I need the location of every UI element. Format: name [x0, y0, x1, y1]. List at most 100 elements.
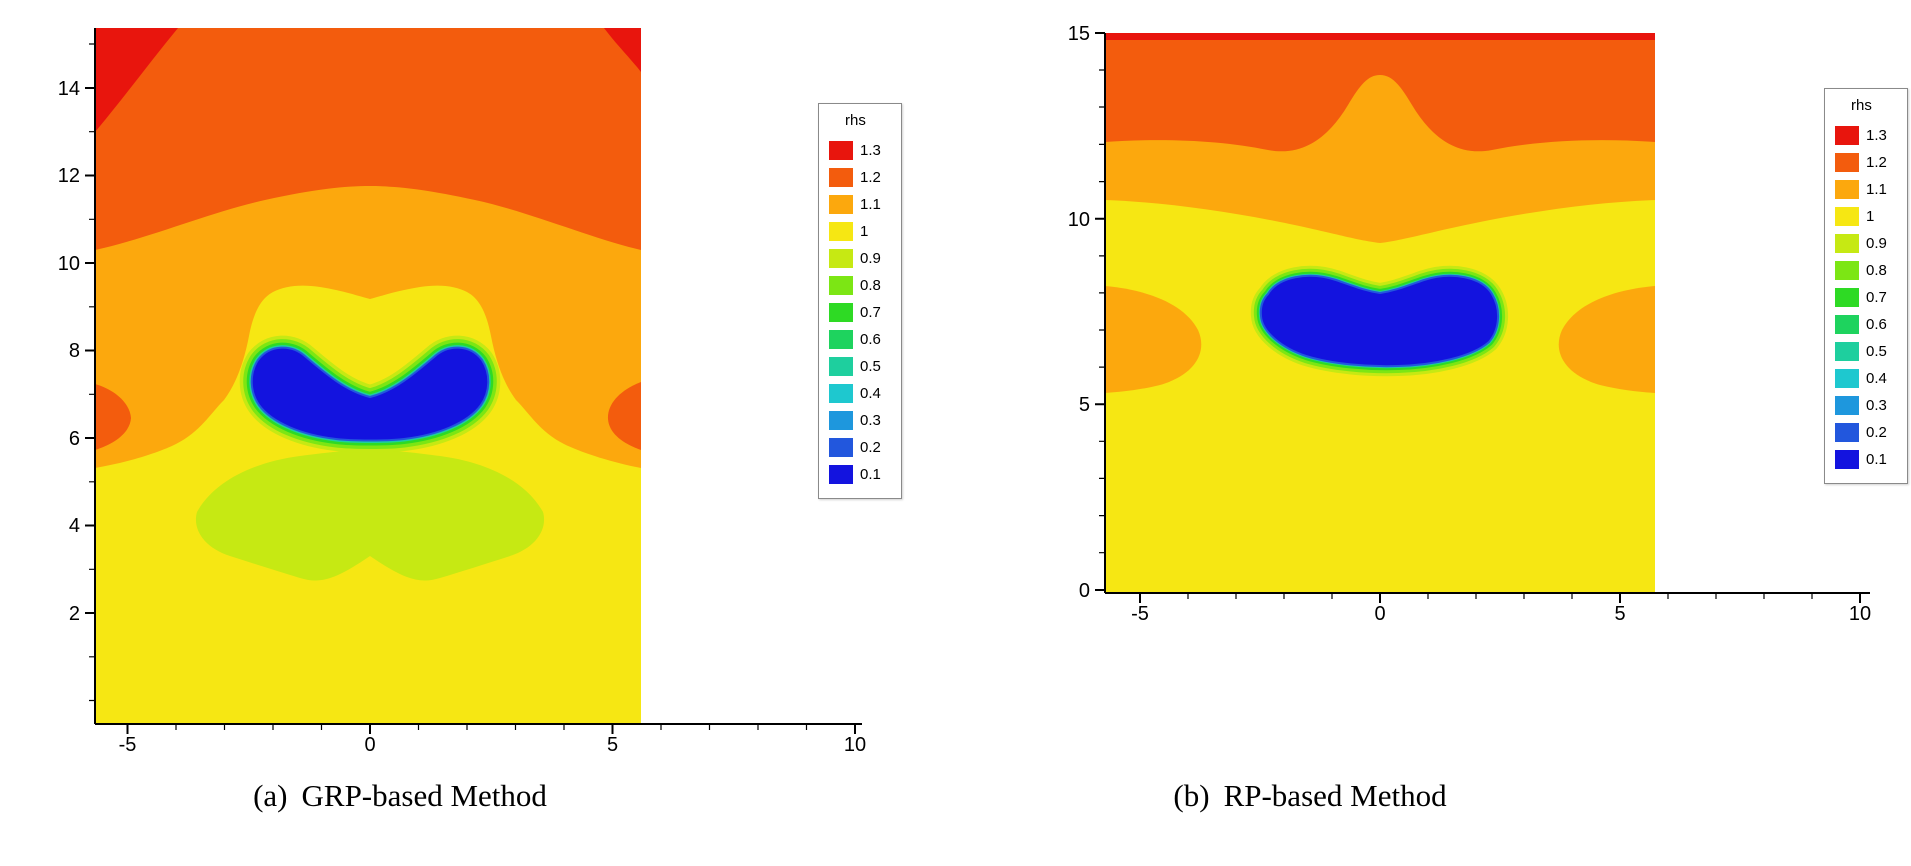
- y-tick-label: 12: [58, 165, 80, 187]
- legend-color-swatch: [1835, 126, 1859, 145]
- legend-entry-label: 0.7: [1866, 289, 1887, 306]
- legend-entries: 1.3 1.2 1.1 1 0.: [829, 137, 901, 488]
- legend-color-swatch: [829, 438, 853, 457]
- axes-a: [85, 28, 862, 734]
- legend-color-swatch: [1835, 288, 1859, 307]
- legend-entry-label: 1: [1866, 208, 1875, 225]
- legend-color-swatch: [1835, 261, 1859, 280]
- legend-title: rhs: [1851, 97, 1872, 114]
- legend-entries: 1.3 1.2 1.1 1 0.: [1835, 122, 1907, 473]
- contour-lobe-right-b: [1558, 286, 1655, 393]
- legend-entry-label: 1.1: [860, 196, 881, 213]
- y-tick-label: 0: [1079, 580, 1090, 602]
- contour-plot-grp: 14 12 10 8 6 4 2 -5 0 5 10: [58, 28, 867, 756]
- contour-red-strip-top-b: [1105, 33, 1655, 40]
- y-tick-label: 2: [69, 603, 80, 625]
- legend-entry-label: 0.6: [860, 331, 881, 348]
- legend-entry-label: 0.9: [860, 250, 881, 267]
- legend-entry: 0.4: [829, 380, 901, 407]
- contour-lobe-left-b: [1105, 286, 1202, 393]
- contour-wall-patch-left-a: [95, 384, 131, 450]
- legend-entry: 0.8: [829, 272, 901, 299]
- contour-blob-blue-b: [1259, 274, 1499, 368]
- legend-color-swatch: [829, 249, 853, 268]
- legend-entry-label: 1.3: [860, 142, 881, 159]
- legend-entry: 1.3: [1835, 122, 1907, 149]
- legend-color-swatch: [1835, 423, 1859, 442]
- legend-entry-label: 1.1: [1866, 181, 1887, 198]
- legend-entry: 0.3: [1835, 392, 1907, 419]
- legend-entry-label: 0.2: [860, 439, 881, 456]
- x-tick-label: 0: [364, 734, 375, 756]
- legend-entry-label: 0.7: [860, 304, 881, 321]
- y-tick-labels-a: 14 12 10 8 6 4 2: [58, 78, 80, 625]
- y-tick-label: 14: [58, 78, 80, 100]
- y-tick-label: 6: [69, 428, 80, 450]
- x-tick-label: 10: [1849, 603, 1871, 625]
- colorbar-legend-a: rhs 1.3 1.2 1.1: [818, 103, 902, 499]
- legend-color-swatch: [829, 357, 853, 376]
- y-major-ticks-b: [1095, 32, 1105, 591]
- legend-entry: 0.6: [829, 326, 901, 353]
- legend-color-swatch: [829, 411, 853, 430]
- legend-entry: 0.5: [829, 353, 901, 380]
- legend-entry-label: 0.6: [1866, 316, 1887, 333]
- y-tick-label: 10: [58, 253, 80, 275]
- legend-entry: 1.2: [1835, 149, 1907, 176]
- legend-color-swatch: [1835, 450, 1859, 469]
- legend-entry-label: 0.4: [860, 385, 881, 402]
- legend-entry-label: 0.3: [1866, 397, 1887, 414]
- legend-entry-label: 0.3: [860, 412, 881, 429]
- legend-entry: 0.4: [1835, 365, 1907, 392]
- x-minor-ticks-b: [1187, 593, 1813, 599]
- legend-entry: 0.5: [1835, 338, 1907, 365]
- legend-entry: 1.2: [829, 164, 901, 191]
- legend-entry: 0.1: [1835, 446, 1907, 473]
- legend-color-swatch: [1835, 234, 1859, 253]
- legend-entry-label: 0.5: [1866, 343, 1887, 360]
- legend-entry-label: 0.1: [860, 466, 881, 483]
- legend-entry: 1: [829, 218, 901, 245]
- contour-band-orange-red-b: [1105, 33, 1655, 152]
- legend-entry: 0.2: [1835, 419, 1907, 446]
- legend-color-swatch: [1835, 315, 1859, 334]
- legend-color-swatch: [1835, 180, 1859, 199]
- caption-a: (a) GRP-based Method: [60, 778, 740, 814]
- legend-entry: 0.2: [829, 434, 901, 461]
- x-tick-label: -5: [119, 734, 137, 756]
- colorbar-legend-b: rhs 1.3 1.2 1.1: [1824, 88, 1908, 484]
- legend-entry: 1.3: [829, 137, 901, 164]
- legend-entry: 0.9: [829, 245, 901, 272]
- y-tick-label: 5: [1079, 394, 1090, 416]
- legend-color-swatch: [1835, 207, 1859, 226]
- x-tick-labels-b: -5 0 5 10: [1131, 603, 1871, 625]
- legend-entry-label: 0.1: [1866, 451, 1887, 468]
- contour-field-a: [95, 28, 641, 724]
- legend-entry: 0.1: [829, 461, 901, 488]
- caption-b: (b) RP-based Method: [990, 778, 1630, 814]
- axes-b: [1095, 32, 1870, 603]
- x-major-ticks-a: [126, 724, 856, 734]
- legend-entry: 1.1: [829, 191, 901, 218]
- y-minor-ticks-b: [1099, 69, 1105, 554]
- legend-entry-label: 0.4: [1866, 370, 1887, 387]
- legend-entry-label: 0.8: [860, 277, 881, 294]
- legend-entry-label: 1.3: [1866, 127, 1887, 144]
- contour-field-b: [1105, 33, 1655, 593]
- legend-color-swatch: [829, 276, 853, 295]
- legend-color-swatch: [829, 222, 853, 241]
- x-minor-ticks-a: [175, 724, 808, 730]
- legend-entry-label: 0.2: [1866, 424, 1887, 441]
- legend-entry-label: 1.2: [860, 169, 881, 186]
- caption-a-tag: (a): [253, 778, 288, 813]
- contour-blob-blue-a: [250, 346, 490, 442]
- legend-title: rhs: [845, 112, 866, 129]
- legend-entry: 0.9: [1835, 230, 1907, 257]
- x-tick-labels-a: -5 0 5 10: [119, 734, 867, 756]
- legend-color-swatch: [829, 195, 853, 214]
- legend-entry-label: 0.9: [1866, 235, 1887, 252]
- legend-entry: 0.3: [829, 407, 901, 434]
- legend-entry: 0.6: [1835, 311, 1907, 338]
- contour-peak-red-topleft-a: [95, 28, 178, 132]
